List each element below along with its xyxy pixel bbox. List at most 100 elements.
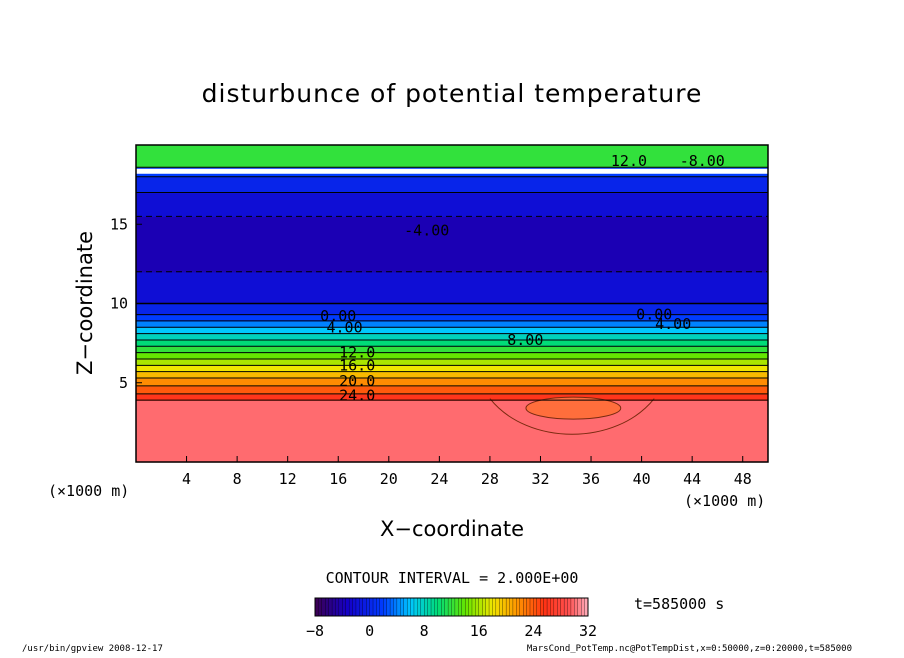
colorbar-cell (546, 597, 551, 617)
colorbar-cell (410, 597, 415, 617)
warm-bubble (525, 396, 622, 420)
colorbar-cell (536, 597, 541, 617)
colorbar-frame (314, 597, 589, 617)
colorbar-cell (335, 597, 340, 617)
colorbar-cell (396, 597, 401, 617)
colorbar-cell (458, 597, 463, 617)
colorbar-cell (533, 597, 538, 617)
colorbar-cell (574, 597, 579, 617)
contour-label: 24.0 (339, 386, 375, 404)
color-band (136, 346, 768, 354)
colorbar-cell (359, 597, 364, 617)
colorbar-ticks: −8 0 8 16 24 32 (306, 622, 597, 640)
colorbar-cell (362, 597, 367, 617)
colorbar-cell (325, 597, 330, 617)
colorbar-cell (314, 597, 319, 617)
x-tick-label: 44 (683, 470, 701, 488)
colorbar-tick-label: 32 (579, 622, 597, 640)
colorbar-cell (516, 597, 521, 617)
colorbar-cell (379, 597, 384, 617)
colorbar-cell (540, 597, 545, 617)
color-band (136, 145, 768, 168)
colorbar-cell (529, 597, 534, 617)
colorbar-cell (386, 597, 391, 617)
colorbar-cell (328, 597, 333, 617)
contour-label: 0.00 (636, 306, 672, 324)
contour-label: 12.0 (611, 152, 647, 170)
colorbar-cell (369, 597, 374, 617)
x-axis-ticks: 4 8 12 16 20 24 28 32 36 40 44 48 (182, 456, 752, 488)
time-stamp: t=585000 s (634, 595, 724, 613)
plot-features (136, 168, 768, 435)
footer-right: MarsCond_PotTemp.nc@PotTempDist,x=0:5000… (527, 644, 852, 654)
colorbar-cell (389, 597, 394, 617)
colorbar-cell (348, 597, 353, 617)
colorbar-cell (447, 597, 452, 617)
x-tick-label: 16 (329, 470, 347, 488)
x-tick-label: 12 (279, 470, 297, 488)
color-band (136, 333, 768, 341)
colorbar-cell (485, 597, 490, 617)
colorbar-cell (352, 597, 357, 617)
colorbar-cell (434, 597, 439, 617)
colorbar-cell (338, 597, 343, 617)
color-band (136, 365, 768, 373)
x-unit-left: (×1000 m) (48, 482, 129, 500)
colorbar-cell (567, 597, 572, 617)
colorbar-cell (499, 597, 504, 617)
x-tick-label: 8 (233, 470, 242, 488)
colorbar-cell (557, 597, 562, 617)
colorbar-cell (495, 597, 500, 617)
colorbar-cell (321, 597, 326, 617)
colorbar-cell (526, 597, 531, 617)
contour-label: 16.0 (339, 356, 375, 374)
x-tick-label: 40 (633, 470, 651, 488)
colorbar-cell (366, 597, 371, 617)
contour-label: 4.00 (326, 318, 362, 336)
colorbar-cell (464, 597, 470, 617)
colorbar-cell (550, 597, 555, 617)
color-band (136, 393, 768, 401)
colorbar-cell (417, 597, 422, 617)
contour-label: 4.00 (655, 315, 691, 333)
contour-label: -8.00 (680, 152, 725, 170)
colorbar-cell (560, 597, 565, 617)
y-axis-ticks: 5 10 15 (110, 215, 142, 392)
colorbar-cell (563, 597, 568, 617)
color-band (136, 271, 768, 305)
colorbar-cell (427, 597, 432, 617)
color-band (136, 320, 768, 328)
colorbar-cell (570, 597, 575, 617)
colorbar-cells (314, 597, 589, 617)
y-tick-label: 10 (110, 295, 128, 313)
colorbar-cell (461, 597, 466, 617)
x-tick-label: 4 (182, 470, 191, 488)
contour-dome-outer (489, 398, 655, 435)
chart-title: disturbunce of potential temperature (202, 79, 703, 108)
colorbar-cell (509, 597, 514, 617)
colorbar-cell (502, 597, 507, 617)
color-band (136, 400, 768, 463)
colorbar-cell (581, 597, 586, 617)
colorbar: −8 0 8 16 24 32 (306, 597, 597, 640)
colorbar-cell (553, 597, 558, 617)
colorbar-cell (543, 597, 548, 617)
colorbar-cell (475, 597, 480, 617)
colorbar-cell (342, 597, 347, 617)
color-band (136, 385, 768, 395)
y-axis-label: Z−coordinate (73, 231, 97, 375)
colorbar-cell (444, 597, 449, 617)
colorbar-tick-label: 24 (524, 622, 542, 640)
colorbar-cell (577, 597, 582, 617)
colorbar-cell (478, 597, 483, 617)
x-tick-label: 48 (734, 470, 752, 488)
contour-label: 20.0 (339, 372, 375, 390)
colorbar-cell (413, 597, 418, 617)
colorbar-cell (519, 597, 524, 617)
color-bands (136, 145, 768, 463)
y-tick-label: 15 (110, 215, 128, 233)
color-band (136, 327, 768, 335)
x-tick-label: 36 (582, 470, 600, 488)
y-tick-label: 5 (119, 374, 128, 392)
